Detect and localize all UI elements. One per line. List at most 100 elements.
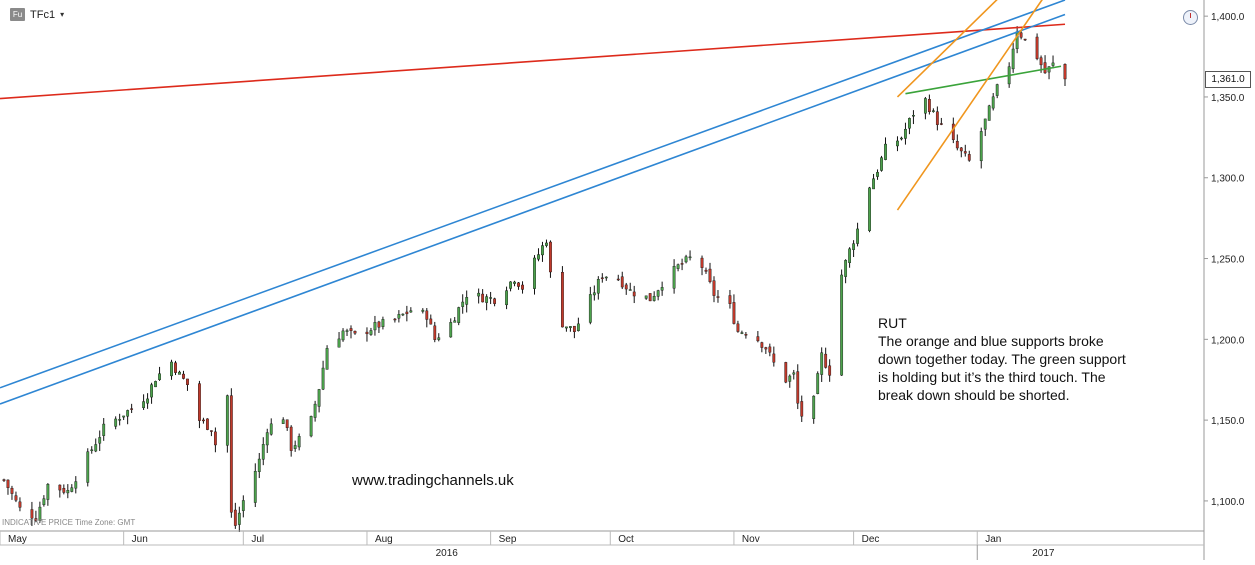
candle-body <box>178 371 181 375</box>
candle-body <box>708 268 712 282</box>
candle-body <box>680 263 684 265</box>
candle-body <box>768 346 772 353</box>
candle-body <box>545 242 548 246</box>
candle-body <box>90 449 94 452</box>
candle-body <box>126 410 130 417</box>
candle-body <box>963 151 967 154</box>
candle-body <box>588 294 592 323</box>
candle-body <box>672 266 676 289</box>
candle-body <box>848 248 852 263</box>
candle-body <box>983 118 987 130</box>
candle-body <box>369 330 373 335</box>
y-tick-label: 1,400.0 <box>1211 12 1245 23</box>
candle-body <box>565 326 568 329</box>
candle-body <box>764 347 768 350</box>
candle-body <box>453 320 457 323</box>
trend-line <box>896 0 998 98</box>
candle-body <box>146 398 149 404</box>
y-tick-label: 1,250.0 <box>1211 255 1245 266</box>
symbol-selector[interactable]: Fu TFc1 ▾ <box>10 8 64 21</box>
candle-body <box>269 423 273 435</box>
last-price-tag: 1,361.0 <box>1205 71 1251 89</box>
candle-body <box>397 314 401 319</box>
candle-body <box>1035 36 1039 59</box>
candle-body <box>154 381 157 388</box>
x-tick-label: Jun <box>132 534 148 545</box>
candle-body <box>122 415 126 418</box>
candle-body <box>505 290 508 306</box>
candle-body <box>596 279 600 294</box>
y-tick-label: 1,200.0 <box>1211 335 1245 346</box>
candle-body <box>549 241 552 273</box>
candle-body <box>1011 48 1015 70</box>
candle-body <box>437 337 441 340</box>
candle-body <box>18 501 22 508</box>
candle-body <box>740 332 744 334</box>
candle-body <box>34 518 38 521</box>
candle-body <box>568 326 572 328</box>
annotation-text: RUT The orange and blue supports broke d… <box>878 314 1128 404</box>
candle-body <box>840 274 844 376</box>
candle-body <box>321 367 325 390</box>
y-tick-label: 1,100.0 <box>1211 497 1245 508</box>
trend-line <box>0 13 1066 405</box>
y-tick-label: 1,150.0 <box>1211 416 1245 427</box>
x-tick-label: Sep <box>499 534 517 545</box>
candle-body <box>600 277 604 279</box>
candle-body <box>281 419 285 424</box>
candle-body <box>2 479 6 481</box>
candle-body <box>6 479 10 488</box>
candle-body <box>433 325 437 340</box>
candle-body <box>313 403 317 418</box>
candle-body <box>644 295 648 299</box>
x-tick-label: Oct <box>618 534 634 545</box>
clock-icon[interactable] <box>1183 10 1198 25</box>
candle-body <box>10 487 14 494</box>
candle-body <box>349 328 353 331</box>
chevron-down-icon[interactable]: ▾ <box>60 10 65 19</box>
candles-layer <box>2 26 1067 532</box>
candle-body <box>353 330 357 334</box>
candle-body <box>728 295 732 304</box>
annotation-body: The orange and blue supports broke down … <box>878 333 1126 403</box>
candle-body <box>736 323 740 332</box>
candle-body <box>481 293 485 303</box>
candle-body <box>816 373 820 394</box>
candle-body <box>732 302 736 324</box>
candle-body <box>852 243 855 250</box>
candle-body <box>373 322 377 331</box>
x-tick-label: Nov <box>742 534 760 545</box>
symbol-label: TFc1 <box>30 8 56 21</box>
x-tick-label: Jan <box>985 534 1001 545</box>
candle-body <box>800 401 804 417</box>
trend-line <box>0 0 1066 389</box>
candle-body <box>118 419 122 421</box>
candle-body <box>198 383 201 421</box>
candle-body <box>628 289 632 291</box>
candle-body <box>186 378 189 385</box>
candle-body <box>405 311 409 315</box>
candle-body <box>241 500 245 511</box>
candle-body <box>1043 62 1047 74</box>
candle-body <box>409 310 413 313</box>
candle-body <box>756 336 760 342</box>
candle-body <box>904 128 907 139</box>
candle-body <box>493 298 497 304</box>
candle-body <box>656 290 660 297</box>
candle-body <box>632 291 636 297</box>
candle-body <box>513 281 516 284</box>
candle-body <box>345 330 349 332</box>
candle-body <box>912 115 915 117</box>
candle-body <box>233 509 237 526</box>
candle-body <box>744 334 748 336</box>
candle-body <box>62 488 66 493</box>
candle-body <box>868 187 871 231</box>
candle-body <box>150 384 153 398</box>
candle-body <box>616 278 620 281</box>
candle-body <box>337 338 341 348</box>
candle-body <box>202 419 205 422</box>
candle-body <box>1051 62 1055 66</box>
candle-body <box>317 389 321 407</box>
candle-body <box>796 371 800 404</box>
